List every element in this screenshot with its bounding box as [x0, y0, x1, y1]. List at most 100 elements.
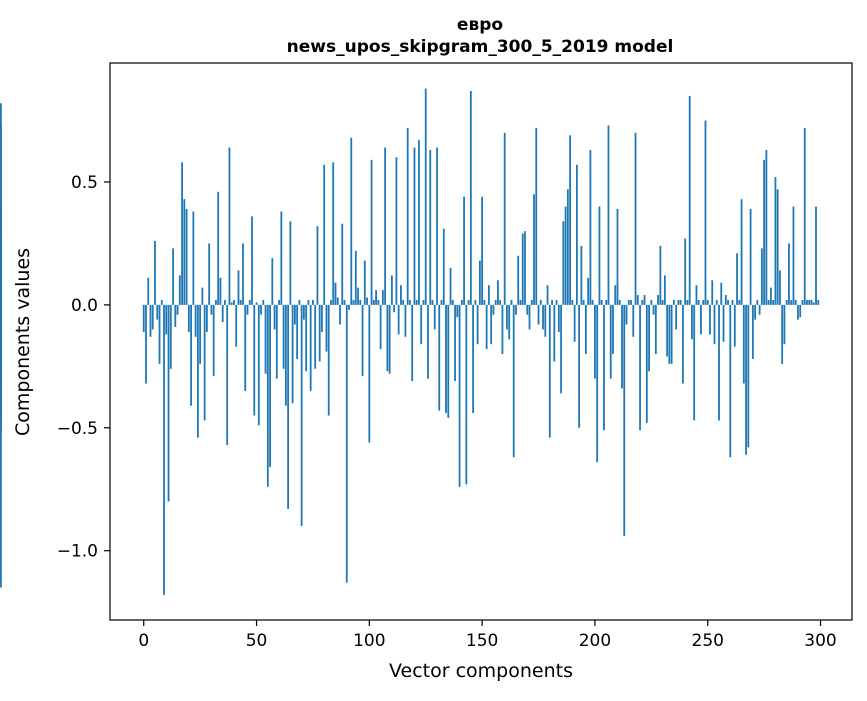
bar	[458, 304, 461, 487]
bar	[727, 299, 729, 305]
bar	[336, 297, 339, 305]
y-tick-label: 0.0	[71, 296, 98, 316]
bar	[506, 304, 508, 330]
bar	[519, 299, 522, 305]
bar	[503, 132, 506, 305]
bar	[754, 304, 756, 320]
bar	[433, 304, 436, 330]
bar	[275, 304, 278, 379]
bar	[691, 304, 693, 340]
bar	[377, 299, 380, 305]
bar	[235, 304, 238, 347]
bar	[456, 304, 459, 318]
bar	[334, 282, 337, 305]
bar	[497, 280, 499, 305]
bar	[648, 304, 650, 372]
x-tick-label: 50	[246, 631, 268, 651]
bar	[569, 135, 572, 305]
bar	[740, 199, 743, 305]
bar	[494, 299, 497, 305]
bar	[271, 258, 274, 305]
bar	[724, 295, 727, 305]
bar	[233, 299, 235, 305]
bar	[449, 268, 452, 305]
bar	[776, 189, 779, 305]
bar	[154, 240, 156, 305]
bar	[641, 299, 644, 305]
bar	[634, 132, 637, 305]
bar	[354, 250, 357, 305]
bar	[478, 260, 481, 305]
bar	[390, 275, 393, 305]
bar	[350, 137, 353, 305]
bar	[219, 277, 222, 305]
bar	[255, 302, 258, 305]
bar	[557, 304, 560, 332]
bar	[384, 147, 387, 305]
bar	[575, 164, 578, 305]
x-tick-label: 0	[138, 631, 149, 651]
x-tick-label: 250	[692, 631, 724, 651]
bar	[325, 304, 328, 352]
bar	[352, 299, 355, 305]
bar	[242, 243, 244, 305]
bar	[187, 304, 190, 332]
bar	[627, 299, 630, 305]
bar	[630, 299, 632, 305]
bar	[803, 127, 806, 305]
bar	[413, 147, 416, 305]
bar	[303, 304, 305, 320]
bar	[381, 290, 384, 305]
bar	[485, 304, 488, 350]
bar	[546, 285, 549, 305]
bar	[397, 304, 400, 335]
bar	[257, 304, 260, 426]
x-axis-label: Vector components	[389, 660, 573, 682]
bar	[515, 304, 517, 315]
bar	[801, 299, 804, 305]
bar	[555, 299, 558, 305]
bar	[298, 299, 301, 305]
bar	[181, 162, 183, 305]
bar	[366, 297, 368, 305]
bar	[269, 304, 271, 468]
bar	[677, 299, 680, 305]
bar	[145, 304, 147, 384]
bar	[472, 304, 474, 414]
bar	[817, 299, 820, 305]
bar	[330, 299, 332, 305]
bar	[427, 304, 429, 379]
bar	[679, 299, 682, 305]
bar	[645, 304, 648, 423]
bar	[481, 196, 484, 305]
bar	[409, 299, 411, 305]
bar	[266, 304, 269, 487]
bar	[686, 299, 689, 305]
bar	[226, 304, 229, 445]
bar	[296, 304, 299, 359]
bar	[672, 299, 675, 305]
bar	[418, 140, 420, 305]
x-tick-label: 150	[466, 631, 498, 651]
bar	[230, 302, 233, 305]
bar	[783, 304, 786, 345]
bar	[321, 304, 323, 332]
bar	[742, 304, 745, 384]
bar	[440, 299, 443, 305]
bar	[785, 299, 788, 305]
bar	[217, 191, 220, 305]
bar	[487, 285, 490, 305]
bar	[287, 304, 290, 509]
bar	[483, 299, 486, 305]
bar	[239, 299, 242, 305]
bar	[312, 299, 314, 305]
bar	[149, 304, 152, 337]
bar	[589, 150, 592, 305]
y-tick-label: −0.5	[57, 419, 98, 439]
bar	[659, 245, 662, 305]
bar	[713, 304, 716, 345]
bar	[253, 304, 256, 416]
bar	[632, 304, 635, 337]
